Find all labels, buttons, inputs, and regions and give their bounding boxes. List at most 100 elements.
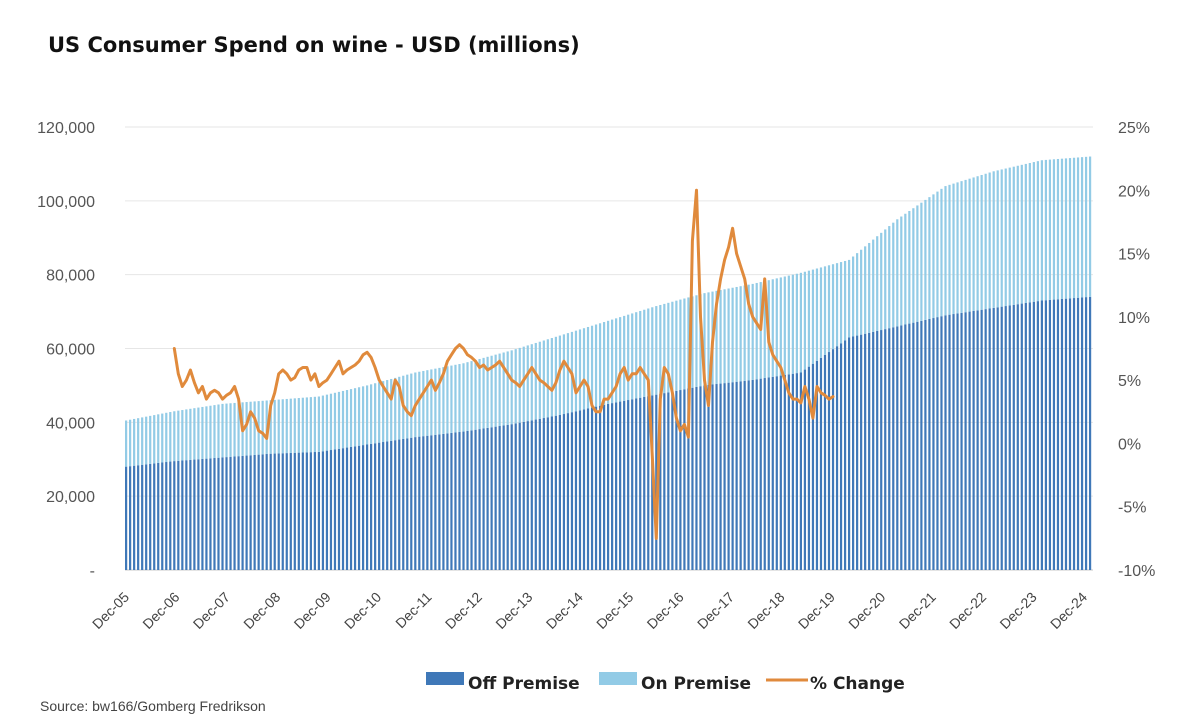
bar-off-premise — [482, 428, 485, 570]
bar-on-premise — [932, 194, 935, 319]
bar-off-premise — [349, 446, 353, 570]
bar-on-premise — [1004, 168, 1007, 307]
bar-off-premise — [707, 384, 710, 570]
bar-on-premise — [783, 276, 786, 375]
bar-off-premise — [831, 349, 835, 570]
y-right-tick-label: 15% — [1118, 247, 1150, 264]
x-tick-label: Dec-13 — [492, 589, 535, 632]
bar-on-premise — [787, 275, 790, 375]
bar-off-premise — [301, 452, 304, 570]
bar-off-premise — [976, 310, 979, 570]
bar-off-premise — [502, 425, 505, 570]
bar-on-premise — [137, 418, 140, 466]
bar-off-premise — [153, 463, 156, 570]
bar-on-premise — [506, 351, 509, 425]
bar-on-premise — [1064, 158, 1068, 299]
bar-off-premise — [799, 372, 802, 570]
bar-off-premise — [177, 460, 180, 570]
x-tick-label: Dec-11 — [392, 589, 435, 632]
bar-on-premise — [791, 274, 794, 374]
bar-off-premise — [402, 438, 405, 570]
bar-off-premise — [1044, 300, 1048, 570]
bar-off-premise — [843, 340, 847, 570]
bar-on-premise — [675, 300, 678, 391]
bar-off-premise — [586, 408, 590, 570]
bar-on-premise — [719, 290, 722, 384]
bar-off-premise — [908, 323, 911, 570]
left-axis-ticks: - 20,000 40,000 60,000 80,000 100,000 120,000 — [37, 120, 95, 580]
y-right-tick-label: 0% — [1118, 436, 1141, 453]
bar-on-premise — [574, 330, 578, 412]
bar-off-premise — [361, 445, 365, 570]
bar-off-premise — [317, 451, 321, 570]
bar-off-premise — [233, 456, 236, 570]
x-tick-label: Dec-18 — [744, 589, 787, 632]
bar-on-premise — [261, 400, 264, 455]
x-tick-label: Dec-14 — [543, 589, 586, 632]
bar-off-premise — [378, 442, 381, 570]
bar-off-premise — [920, 320, 923, 570]
bar-on-premise — [317, 396, 321, 452]
bar-on-premise — [462, 363, 465, 432]
bar-off-premise — [442, 433, 445, 570]
bar-on-premise — [956, 182, 959, 314]
bar-on-premise — [1008, 167, 1011, 306]
bar-off-premise — [357, 445, 361, 570]
bar-off-premise — [827, 352, 831, 570]
bar-on-premise — [201, 406, 204, 459]
bar-off-premise — [498, 426, 501, 570]
y-left-tick-label: - — [90, 563, 95, 580]
bar-off-premise — [695, 386, 698, 570]
bar-on-premise — [835, 263, 839, 347]
bar-on-premise — [1024, 163, 1027, 303]
bar-on-premise — [731, 287, 734, 383]
y-right-tick-label: 25% — [1118, 120, 1150, 137]
bar-off-premise — [209, 458, 212, 570]
bar-on-premise — [831, 264, 835, 350]
bar-on-premise — [309, 397, 312, 453]
bar-off-premise — [691, 387, 694, 570]
bar-on-premise — [494, 354, 497, 427]
bar-off-premise — [594, 406, 598, 570]
bar-off-premise — [1032, 301, 1035, 570]
bar-on-premise — [984, 173, 987, 310]
bar-on-premise — [450, 365, 453, 433]
bar-off-premise — [856, 335, 859, 570]
bar-off-premise — [394, 440, 397, 570]
bar-on-premise — [920, 202, 923, 321]
bar-off-premise — [868, 332, 871, 570]
bar-off-premise — [546, 417, 549, 570]
bar-off-premise — [924, 319, 927, 570]
bar-off-premise — [835, 346, 839, 570]
bar-on-premise — [763, 281, 766, 379]
bar-off-premise — [711, 384, 714, 570]
bar-off-premise — [743, 380, 746, 570]
bar-off-premise — [795, 373, 798, 570]
bar-on-premise — [968, 178, 971, 312]
bar-off-premise — [165, 462, 168, 570]
bar-off-premise — [329, 450, 333, 570]
bar-on-premise — [639, 310, 642, 398]
x-tick-label: Dec-22 — [946, 589, 989, 632]
bar-off-premise — [860, 334, 863, 570]
source-note: Source: bw166/Gomberg Fredrikson — [40, 698, 266, 714]
legend-on-premise-label: On Premise — [641, 674, 751, 694]
bar-off-premise — [269, 453, 272, 570]
legend-on-premise-swatch — [599, 672, 637, 685]
bar-off-premise — [811, 363, 815, 570]
bar-off-premise — [249, 455, 252, 570]
x-tick-label: Dec-16 — [644, 589, 687, 632]
bar-off-premise — [1004, 306, 1007, 570]
bar-off-premise — [1012, 304, 1015, 570]
bar-off-premise — [406, 438, 409, 570]
bar-on-premise — [936, 191, 939, 318]
bar-off-premise — [996, 307, 999, 570]
bar-on-premise — [964, 179, 967, 313]
bar-on-premise — [486, 356, 489, 428]
bar-off-premise — [783, 374, 786, 570]
bar-on-premise — [655, 306, 658, 395]
bar-off-premise — [526, 421, 529, 570]
bar-off-premise — [992, 307, 995, 570]
bar-on-premise — [490, 355, 493, 428]
bar-off-premise — [1080, 297, 1084, 570]
